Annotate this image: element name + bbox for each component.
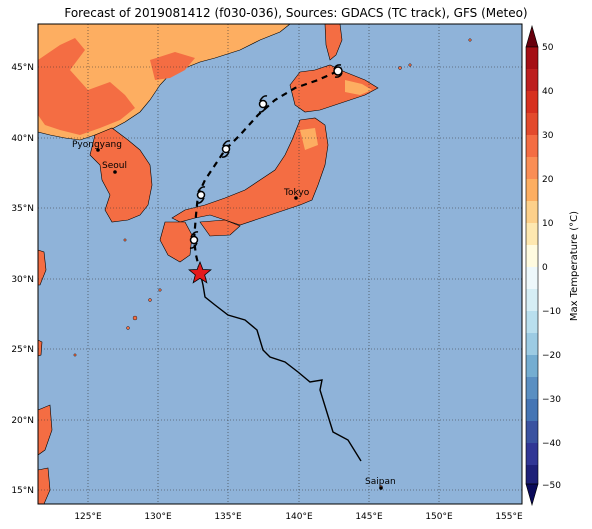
lat-tick: 35°N <box>11 204 34 214</box>
storm-symbols <box>189 64 343 249</box>
storm-icon <box>258 95 268 113</box>
lat-tick: 40°N <box>11 134 34 144</box>
colorbar: 50 40 30 20 10 0 −10 −20 −30 −40 −50 Max… <box>525 24 580 507</box>
colorbar-top-arrow <box>525 24 539 48</box>
honshu <box>171 117 329 226</box>
storm-icon <box>189 231 199 249</box>
colorbar-tick: −30 <box>542 395 561 405</box>
kyushu <box>159 221 193 263</box>
asia-hot-region-2 <box>150 52 195 80</box>
city-label-seoul: Seoul <box>102 161 127 171</box>
lat-tick: 20°N <box>11 416 34 426</box>
colorbar-tick: 20 <box>542 175 554 185</box>
lat-tick-labels: 45°N 40°N 35°N 30°N 25°N 20°N 15°N <box>11 63 34 496</box>
asia-hot-region <box>38 38 135 135</box>
lon-tick-labels: 125°E 130°E 135°E 140°E 145°E 150°E 155°… <box>74 512 523 522</box>
lon-tick: 155°E <box>495 512 523 522</box>
city-markers <box>96 148 383 490</box>
lon-tick: 135°E <box>214 512 242 522</box>
colorbar-label: Max Temperature (°C) <box>569 211 580 321</box>
lon-tick: 145°E <box>355 512 383 522</box>
storm-icon <box>333 64 343 78</box>
storm-icon <box>221 140 231 158</box>
colorbar-tick: 10 <box>542 219 554 229</box>
colorbar-tick: 30 <box>542 131 554 141</box>
current-position-star-icon <box>188 260 212 284</box>
colorbar-tick: −50 <box>542 481 561 491</box>
city-dot-tokyo <box>294 196 298 200</box>
colorbar-tick: 40 <box>542 87 554 97</box>
hokkaido-warm <box>345 80 372 95</box>
gridlines <box>38 24 522 504</box>
honshu-warm <box>300 128 318 150</box>
lon-tick: 140°E <box>285 512 313 522</box>
lat-tick: 25°N <box>11 345 34 355</box>
map-title: Forecast of 2019081412 (f030-036), Sourc… <box>64 6 528 20</box>
city-label-tokyo: Tokyo <box>283 188 310 198</box>
city-dot-saipan <box>379 486 383 490</box>
past-track <box>199 271 362 462</box>
city-label-pyongyang: Pyongyang <box>72 140 122 150</box>
colorbar-tick: −10 <box>542 307 561 317</box>
lon-tick: 130°E <box>144 512 172 522</box>
colorbar-tick: 0 <box>542 263 548 273</box>
lat-tick: 45°N <box>11 63 34 73</box>
colorbar-tick: −40 <box>542 439 561 449</box>
colorbar-tick: 50 <box>542 43 554 53</box>
china-coast-edge-2 <box>37 339 43 357</box>
colorbar-bottom-arrow <box>525 483 539 507</box>
city-dot-seoul <box>113 170 117 174</box>
storm-icon <box>196 186 206 204</box>
korean-peninsula <box>89 127 153 223</box>
city-label-saipan: Saipan <box>365 477 396 487</box>
lat-tick: 15°N <box>11 486 34 496</box>
lon-tick: 125°E <box>74 512 102 522</box>
small-islands <box>73 38 472 489</box>
shikoku <box>199 219 241 237</box>
lon-tick: 150°E <box>425 512 453 522</box>
city-dot-pyongyang <box>96 148 100 152</box>
colorbar-tick: −20 <box>542 351 561 361</box>
lat-tick: 30°N <box>11 275 34 285</box>
hokkaido <box>289 64 379 113</box>
